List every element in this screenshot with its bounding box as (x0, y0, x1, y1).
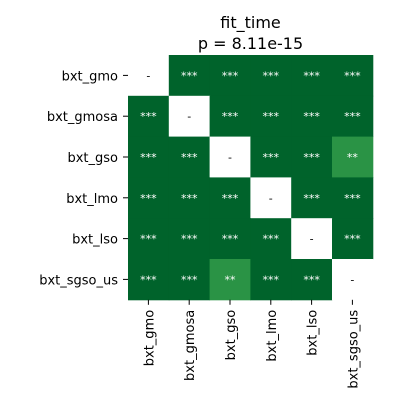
heatmap-cell-r4-c4 (291, 218, 333, 260)
x-tick-label-2: bxt_gso (224, 310, 239, 361)
y-tick-label-4: bxt_lso (72, 233, 118, 248)
heatmap-cell-r4-c2 (209, 218, 251, 260)
cell-label-r0-c2: *** (222, 69, 239, 82)
x-tick-label-5: bxt_sgso_us (346, 310, 361, 389)
cell-label-r1-c0: *** (140, 110, 157, 123)
heatmap-cell-r0-c2 (209, 55, 251, 97)
cell-label-r4-c0: *** (140, 233, 157, 246)
cell-label-r2-c1: *** (181, 151, 198, 164)
cell-label-r0-c3: *** (263, 69, 280, 82)
heatmap-cell-r0-c5 (332, 55, 374, 97)
cell-label-r3-c4: *** (303, 192, 320, 205)
heatmap-cell-r1-c2 (209, 95, 251, 138)
chart-subtitle: p = 8.11e-15 (197, 34, 304, 53)
heatmap-cell-r3-c2 (209, 177, 251, 219)
heatmap-cell-r5-c5 (332, 259, 374, 301)
heatmap-cell-r3-c1 (168, 177, 211, 219)
x-tick-label-3: bxt_lmo (265, 310, 280, 362)
heatmap-cell-r2-c4 (291, 136, 333, 178)
heatmap-cell-r0-c3 (250, 55, 292, 97)
cell-label-r1-c2: *** (222, 110, 239, 123)
cell-label-r5-c1: *** (181, 273, 198, 286)
x-tick-label-1: bxt_gmosa (183, 310, 198, 381)
y-tick-label-1: bxt_gmosa (47, 110, 118, 125)
heatmap-cell-r4-c1 (168, 218, 211, 260)
cell-label-r1-c3: *** (263, 110, 280, 123)
y-tick-label-0: bxt_gmo (62, 69, 118, 84)
cell-label-r3-c5: *** (344, 192, 361, 205)
cell-label-r5-c3: *** (263, 273, 280, 286)
cell-label-r0-c4: *** (303, 69, 320, 82)
heatmap-cell-r5-c0 (128, 259, 170, 301)
cell-label-r4-c5: *** (344, 233, 361, 246)
heatmap-cell-r5-c3 (250, 259, 292, 301)
heatmap-cell-r5-c4 (291, 259, 333, 301)
heatmap-cell-r1-c5 (332, 95, 374, 138)
heatmap-cell-r1-c0 (128, 95, 170, 138)
heatmap-cell-r2-c0 (128, 136, 170, 178)
cell-label-r4-c1: *** (181, 233, 198, 246)
cell-label-r3-c2: *** (222, 192, 239, 205)
cell-label-r1-c4: *** (303, 110, 320, 123)
cell-label-r5-c4: *** (303, 273, 320, 286)
heatmap-cell-r0-c0 (128, 55, 170, 97)
cell-label-r5-c2: ** (225, 273, 237, 286)
heatmap-cell-r3-c5 (332, 177, 374, 219)
cell-label-r0-c5: *** (344, 69, 361, 82)
heatmap-cell-r1-c3 (250, 95, 292, 138)
cell-label-r4-c3: *** (263, 233, 280, 246)
cell-label-r0-c1: *** (181, 69, 198, 82)
cell-label-r2-c0: *** (140, 151, 157, 164)
heatmap-cell-r3-c0 (128, 177, 170, 219)
heatmap-cell-r2-c5 (332, 136, 374, 178)
heatmap-cell-r4-c0 (128, 218, 170, 260)
cell-label-r2-c2: - (228, 151, 232, 164)
cell-label-r2-c3: *** (263, 151, 280, 164)
cell-label-r2-c4: *** (303, 151, 320, 164)
heatmap-cell-r2-c3 (250, 136, 292, 178)
cell-label-r4-c4: - (310, 233, 314, 246)
heatmap-cell-r5-c2 (209, 259, 251, 301)
heatmap-cell-r0-c4 (291, 55, 333, 97)
heatmap-cell-r4-c5 (332, 218, 374, 260)
cell-label-r0-c0: - (146, 69, 150, 82)
y-tick-label-2: bxt_gso (67, 151, 118, 166)
heatmap-cell-r1-c1 (168, 95, 211, 138)
cell-label-r3-c1: *** (181, 192, 198, 205)
cell-label-r5-c0: *** (140, 273, 157, 286)
cell-label-r1-c5: *** (344, 110, 361, 123)
heatmap-cell-r4-c3 (250, 218, 292, 260)
y-tick-label-5: bxt_sgso_us (39, 273, 118, 288)
cell-label-r3-c3: - (269, 192, 273, 205)
heatmap-cell-r1-c4 (291, 95, 333, 138)
heatmap-cell-r3-c3 (250, 177, 292, 219)
heatmap-cell-r0-c1 (168, 55, 211, 97)
cell-label-r2-c5: ** (347, 151, 359, 164)
cell-label-r4-c2: *** (222, 233, 239, 246)
cell-label-r3-c0: *** (140, 192, 157, 205)
cell-label-r1-c1: - (187, 110, 191, 123)
cell-label-r5-c5: - (350, 273, 354, 286)
x-tick-label-0: bxt_gmo (142, 310, 157, 366)
y-tick-label-3: bxt_lmo (66, 192, 118, 207)
heatmap-cell-r2-c2 (209, 136, 251, 178)
chart-title: fit_time (220, 13, 281, 32)
heatmap-cell-r5-c1 (168, 259, 211, 301)
x-tick-label-4: bxt_lso (306, 310, 321, 356)
heatmap-cell-r3-c4 (291, 177, 333, 219)
heatmap-cell-r2-c1 (168, 136, 211, 178)
